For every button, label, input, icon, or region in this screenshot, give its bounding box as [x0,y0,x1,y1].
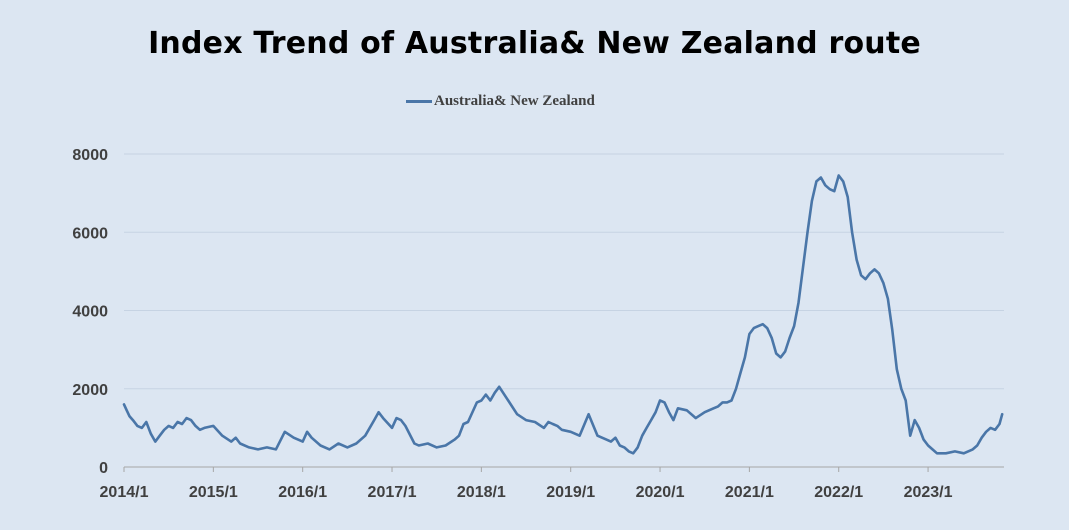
x-tick-label: 2021/1 [725,484,774,501]
x-tick-label: 2016/1 [278,484,327,501]
legend-label: Australia& New Zealand [434,93,595,109]
x-tick-label: 2014/1 [100,484,149,501]
legend: Australia& New Zealand [406,93,595,110]
x-tick-label: 2015/1 [189,484,238,501]
x-tick-label: 2018/1 [457,484,506,501]
y-tick-label: 0 [99,460,108,477]
y-tick-label: 2000 [72,382,108,399]
y-tick-label: 4000 [72,304,108,321]
x-tick-label: 2022/1 [814,484,863,501]
series-layer [122,174,1004,455]
grid-layer [124,153,1004,390]
y-tick-label: 6000 [72,225,108,242]
y-tick-label: 8000 [72,147,108,164]
x-tick-label: 2017/1 [368,484,417,501]
label-layer: 0 2000 4000 6000 8000 2014/1 2015/1 2016/1 2017/… [72,147,952,501]
x-tick-label: 2023/1 [904,484,953,501]
x-tick-label: 2019/1 [546,484,595,501]
axis-layer [123,466,1004,472]
series-line [122,174,1004,455]
x-tick-label: 2020/1 [636,484,685,501]
legend-swatch [406,100,432,103]
chart-title: Index Trend of Australia& New Zealand ro… [148,26,921,61]
